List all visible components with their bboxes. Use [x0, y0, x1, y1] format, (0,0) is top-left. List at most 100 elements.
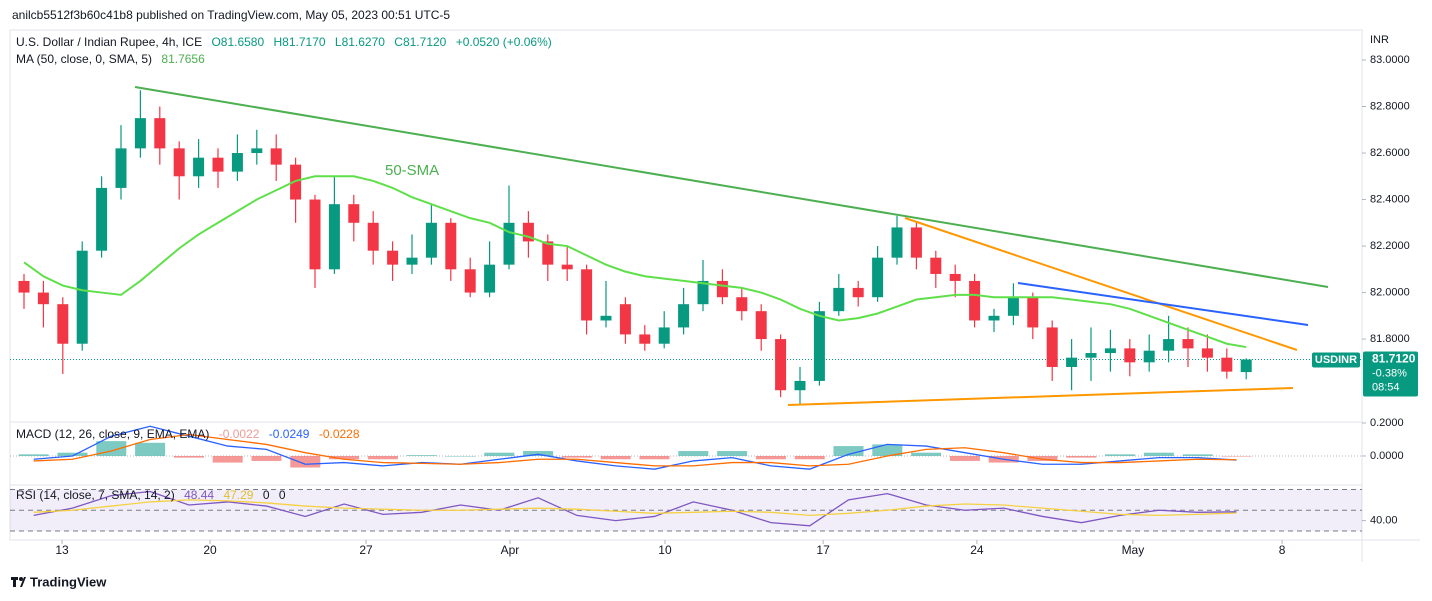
macd-histogram-bar [1221, 455, 1252, 457]
y-tick-label: 82.8000 [1370, 100, 1410, 112]
macd-histogram-bar [717, 451, 748, 456]
legend-high: H81.7170 [273, 35, 326, 49]
candle-body [37, 292, 49, 305]
macd-histogram-bar [911, 452, 942, 456]
legend-change: +0.0520 (+0.06%) [455, 35, 552, 49]
macd-histogram-bar [755, 455, 786, 460]
candle-body [561, 264, 573, 270]
candle-body [406, 257, 418, 265]
candle-body [1046, 327, 1058, 367]
candle-body [794, 380, 806, 391]
rsi-label: RSI (14, close, 7, SMA, 14, 2) [16, 488, 175, 502]
x-tick-label: Apr [501, 543, 520, 557]
candle-body [872, 257, 884, 298]
macd-histogram-bar [523, 451, 554, 456]
y-tick-label: 81.8000 [1370, 333, 1410, 345]
x-tick-label: 10 [658, 543, 672, 557]
macd-histogram-bar [1182, 454, 1213, 456]
trendline [787, 387, 1294, 406]
x-tick-label: 8 [1279, 543, 1286, 557]
macd-histogram-bar [561, 455, 592, 458]
x-tick-label: 20 [203, 543, 217, 557]
candle-body [736, 297, 748, 312]
macd-histogram-bar [135, 442, 166, 456]
symbol-badge-text: USDINR [1315, 354, 1357, 366]
x-tick-label: May [1122, 543, 1145, 557]
candle-body [290, 164, 302, 200]
macd-histogram-bar [872, 444, 903, 456]
candle-body [522, 222, 534, 242]
candle-body [1104, 348, 1116, 354]
rsi-extra: 0 [262, 488, 270, 502]
candle-body [1085, 353, 1097, 358]
macd-value: -0.0249 [268, 427, 310, 441]
ma-label: MA (50, close, 0, SMA, 5) [16, 52, 153, 66]
candle-body [173, 148, 185, 177]
legend-open: O81.6580 [211, 35, 265, 49]
candle-body [251, 148, 263, 154]
trendline [1017, 282, 1309, 326]
candle-body [891, 227, 903, 258]
last-price-change: -0.38% [1372, 367, 1407, 379]
y-tick-label: 0.2000 [1370, 417, 1404, 429]
macd-histogram-bar [600, 455, 631, 460]
candle-body [755, 311, 767, 340]
macd-histogram-bar [57, 452, 88, 456]
symbol: U.S. Dollar / Indian Rupee, 4h, ICE [16, 35, 203, 49]
candle-body [716, 280, 728, 298]
macd-histogram-bar [484, 452, 515, 456]
candle-body [18, 280, 30, 293]
y-tick-label: 82.6000 [1370, 147, 1410, 159]
x-tick-label: 13 [55, 543, 69, 557]
candle-body [154, 118, 166, 149]
candle-body [1221, 357, 1233, 372]
macd-histogram-bar [1105, 454, 1136, 456]
ma-value: 81.7656 [161, 52, 205, 66]
macd-histogram-bar [445, 455, 476, 457]
candle-body [445, 222, 457, 270]
candle-body [581, 269, 593, 321]
candle-body [464, 269, 476, 293]
published-note: anilcb5512f3b60c41b8 published on Tradin… [12, 8, 451, 22]
candle-body [425, 222, 437, 258]
ma-legend: MA (50, close, 0, SMA, 5) 81.7656 [16, 52, 211, 66]
candle-body [309, 199, 321, 270]
rsi-value: 48.44 [184, 488, 215, 502]
currency-label: INR [1370, 34, 1389, 46]
macd-histogram-bar [833, 446, 864, 456]
candle-body [1027, 297, 1039, 328]
candle-body [1007, 297, 1019, 316]
candle-body [1163, 339, 1175, 351]
candle-body [833, 287, 845, 312]
candle-body [231, 153, 243, 172]
y-tick-label: 0.0000 [1370, 450, 1404, 462]
candle-body [348, 204, 360, 223]
candle-body [1143, 350, 1155, 363]
candle-body [542, 241, 554, 265]
legend-close: C81.7120 [394, 35, 447, 49]
macd-histogram-bar [329, 455, 360, 460]
rsi-legend: RSI (14, close, 7, SMA, 14, 2) 48.44 47.… [16, 488, 292, 502]
ma-line [23, 175, 1247, 349]
macd-histogram-bar [949, 455, 980, 461]
macd-histogram-bar [1143, 452, 1174, 456]
candle-body [1124, 348, 1136, 363]
legend-low: L81.6270 [334, 35, 385, 49]
rsi-line [33, 490, 1237, 527]
x-tick-label: 27 [359, 543, 373, 557]
candle-body [1240, 359, 1252, 373]
macd-histogram-bar [212, 455, 243, 463]
candle-body [949, 273, 961, 281]
candle-body [76, 250, 88, 344]
candle-body [212, 157, 224, 172]
candle-body [328, 204, 340, 270]
candle-body [619, 304, 631, 335]
trendline [904, 217, 1298, 351]
candle-body [600, 315, 612, 321]
candle-body [134, 118, 146, 149]
candle-body [1182, 339, 1194, 349]
candle-body [930, 257, 942, 274]
candle-body [115, 148, 127, 188]
bar-countdown: 08:54 [1372, 381, 1400, 393]
